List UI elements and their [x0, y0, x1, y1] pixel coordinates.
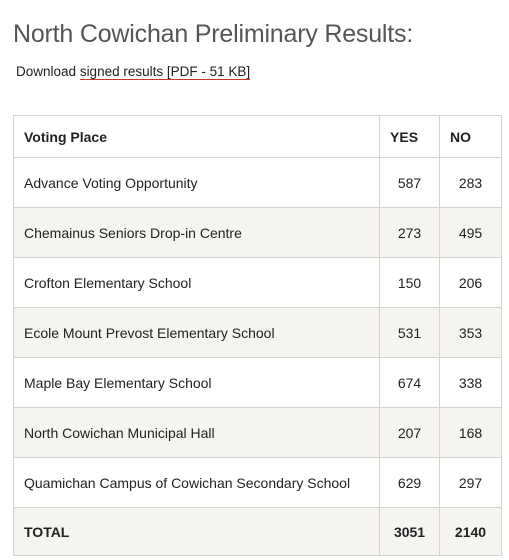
table-row: Maple Bay Elementary School 674 338 — [12, 357, 502, 408]
table-row: North Cowichan Municipal Hall 207 168 — [12, 407, 502, 458]
voting-place: North Cowichan Municipal Hall — [12, 407, 381, 458]
page-title: North Cowichan Preliminary Results: — [13, 20, 414, 48]
voting-place: Quamichan Campus of Cowichan Secondary S… — [12, 457, 381, 508]
no-count: 495 — [439, 207, 502, 258]
download-prefix: Download — [16, 64, 77, 79]
download-line: Download signed results [PDF - 51 KB] — [16, 64, 251, 80]
table-row: Quamichan Campus of Cowichan Secondary S… — [12, 457, 502, 508]
results-table: Voting Place YES NO Advance Voting Oppor… — [12, 115, 502, 556]
yes-count: 674 — [379, 357, 441, 408]
no-count: 206 — [439, 257, 502, 308]
table-row: Ecole Mount Prevost Elementary School 531… — [12, 307, 502, 358]
table-row: Advance Voting Opportunity 587 283 — [12, 157, 502, 208]
no-count: 283 — [439, 157, 502, 208]
no-count: 168 — [439, 407, 502, 458]
table-row: Crofton Elementary School 150 206 — [12, 257, 502, 308]
total-label: TOTAL — [12, 507, 381, 556]
no-count: 353 — [439, 307, 502, 358]
yes-count: 207 — [379, 407, 441, 458]
table-row: Chemainus Seniors Drop-in Centre 273 495 — [12, 207, 502, 258]
total-yes: 3051 — [379, 507, 441, 556]
voting-place: Advance Voting Opportunity — [12, 157, 381, 208]
table-body: Advance Voting Opportunity 587 283 Chemainu… — [12, 157, 502, 556]
voting-place: Crofton Elementary School — [12, 257, 381, 308]
yes-count: 150 — [379, 257, 441, 308]
column-header: YES — [379, 115, 441, 158]
yes-count: 531 — [379, 307, 441, 358]
table-head: Voting Place YES NO — [12, 115, 502, 158]
voting-place: Chemainus Seniors Drop-in Centre — [12, 207, 381, 258]
download-link[interactable]: signed results [PDF - 51 KB] — [79, 64, 251, 80]
no-count: 338 — [439, 357, 502, 408]
column-header: NO — [439, 115, 502, 158]
header-row: Voting Place YES NO — [12, 115, 502, 158]
total-row: TOTAL 3051 2140 — [12, 507, 502, 556]
yes-count: 629 — [379, 457, 441, 508]
voting-place: Maple Bay Elementary School — [12, 357, 381, 408]
yes-count: 587 — [379, 157, 441, 208]
no-count: 297 — [439, 457, 502, 508]
yes-count: 273 — [379, 207, 441, 258]
voting-place: Ecole Mount Prevost Elementary School — [12, 307, 381, 358]
total-no: 2140 — [439, 507, 502, 556]
column-header: Voting Place — [12, 115, 381, 158]
